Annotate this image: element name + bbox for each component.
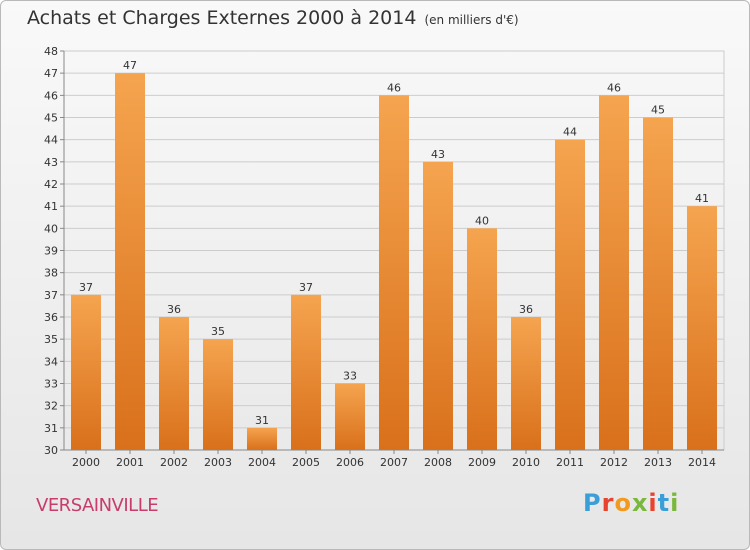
y-tick-label: 32 — [44, 400, 58, 413]
x-tick-label: 2004 — [248, 456, 276, 469]
bar-value-label: 44 — [563, 126, 577, 139]
bar — [687, 206, 717, 450]
logo-letter: i — [648, 489, 658, 517]
y-tick-label: 37 — [44, 289, 58, 302]
bar — [423, 161, 453, 451]
bar — [115, 73, 145, 451]
x-tick-label: 2005 — [292, 456, 320, 469]
y-tick-label: 36 — [44, 311, 58, 324]
x-tick-label: 2010 — [512, 456, 540, 469]
bar-value-label: 37 — [79, 281, 93, 294]
logo-letter: r — [601, 489, 615, 517]
bar — [203, 339, 233, 450]
bar — [159, 317, 189, 450]
place-name: VERSAINVILLE — [36, 495, 159, 516]
y-tick-label: 41 — [44, 200, 58, 213]
bar — [511, 317, 541, 450]
x-tick-label: 2003 — [204, 456, 232, 469]
y-tick-label: 40 — [44, 222, 58, 235]
bar-value-label: 41 — [695, 192, 709, 205]
bar-value-label: 46 — [387, 81, 401, 94]
bar — [71, 294, 101, 450]
y-tick-label: 43 — [44, 156, 58, 169]
bar-value-label: 43 — [431, 148, 445, 161]
proxiti-logo[interactable]: Proxiti — [583, 489, 679, 517]
y-tick-label: 44 — [44, 134, 58, 147]
bar-value-label: 33 — [343, 370, 357, 383]
bar — [467, 228, 497, 450]
bars-layer — [71, 73, 717, 451]
bar — [379, 95, 409, 450]
bar-value-label: 40 — [475, 214, 489, 227]
y-tick-label: 34 — [44, 355, 58, 368]
bar — [643, 117, 673, 450]
x-tick-label: 2002 — [160, 456, 188, 469]
bar-value-label: 31 — [255, 414, 269, 427]
chart-title-text: Achats et Charges Externes 2000 à 2014 — [27, 7, 417, 29]
labels-layer: 37 47 36 35 31 37 33 46 43 40 36 44 46 45 41 — [79, 59, 709, 427]
bar-value-label: 46 — [607, 81, 621, 94]
y-tick-label: 48 — [44, 45, 58, 58]
bar-value-label: 45 — [651, 104, 665, 117]
logo-letter: i — [670, 489, 680, 517]
x-tick-label: 2012 — [600, 456, 628, 469]
x-tick-label: 2013 — [644, 456, 672, 469]
bar — [291, 294, 321, 450]
y-tick-label: 31 — [44, 422, 58, 435]
y-tick-label: 47 — [44, 67, 58, 80]
y-tick-label: 45 — [44, 112, 58, 125]
y-tick-label: 39 — [44, 245, 58, 258]
x-tick-label: 2014 — [688, 456, 716, 469]
bar — [247, 427, 277, 450]
y-tick-label: 33 — [44, 378, 58, 391]
bar — [599, 95, 629, 450]
x-tick-label: 2008 — [424, 456, 452, 469]
y-tick-label: 42 — [44, 178, 58, 191]
bar-value-label: 47 — [123, 59, 137, 72]
x-tick-label: 2007 — [380, 456, 408, 469]
x-tick-label: 2009 — [468, 456, 496, 469]
logo-letter: o — [614, 489, 632, 517]
x-tick-label: 2001 — [116, 456, 144, 469]
chart-unit: (en milliers d'€) — [424, 13, 519, 27]
x-tick-label: 2000 — [72, 456, 100, 469]
y-tick-label: 35 — [44, 333, 58, 346]
y-tick-label: 30 — [44, 444, 58, 457]
bar-value-label: 35 — [211, 325, 225, 338]
bar-value-label: 36 — [167, 303, 181, 316]
x-tick-label: 2011 — [556, 456, 584, 469]
bar — [555, 139, 585, 450]
axis-layer: 30 31 32 33 34 35 36 37 38 39 40 41 42 43 44 45 46 47 48 20… — [44, 45, 724, 469]
y-tick-label: 38 — [44, 267, 58, 280]
y-tick-label: 46 — [44, 89, 58, 102]
bar — [335, 383, 365, 450]
logo-letter: P — [583, 489, 602, 517]
chart-title: Achats et Charges Externes 2000 à 2014 (e… — [27, 7, 519, 29]
logo-letter: x — [631, 489, 649, 517]
logo-letter: t — [657, 489, 671, 517]
bar-value-label: 36 — [519, 303, 533, 316]
x-tick-label: 2006 — [336, 456, 364, 469]
bar-value-label: 37 — [299, 281, 313, 294]
